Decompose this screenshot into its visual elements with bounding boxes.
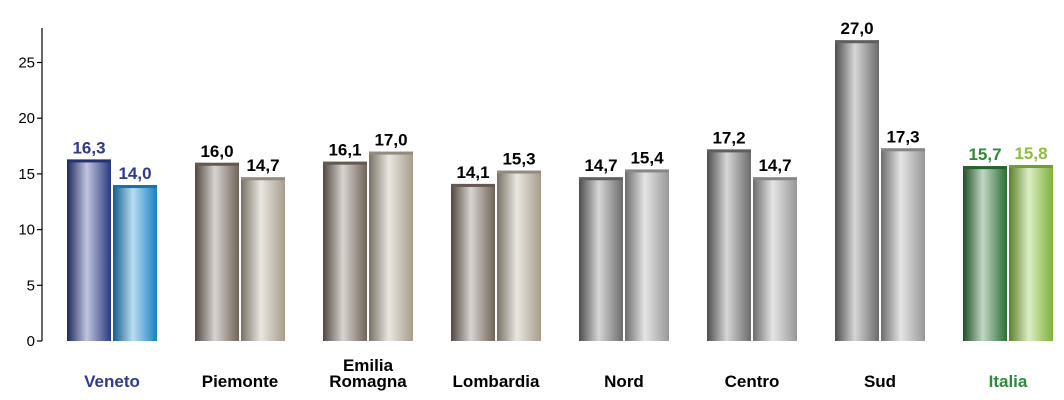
bar <box>625 169 669 341</box>
y-axis: 0 5 10 15 20 25 <box>18 28 43 350</box>
data-label: 15,3 <box>502 150 535 169</box>
bar-top <box>835 40 879 44</box>
bar-top <box>625 169 669 173</box>
bar-top <box>579 177 623 181</box>
category-label: Veneto <box>84 372 140 391</box>
bar-top <box>323 161 367 165</box>
category-label: Sud <box>864 372 896 391</box>
bar-top <box>241 177 285 181</box>
bars <box>67 40 1053 341</box>
category-label: Emilia <box>343 356 394 375</box>
category-label: Romagna <box>329 372 407 391</box>
bar-top <box>113 185 157 189</box>
data-label: 16,1 <box>328 141 361 160</box>
data-label: 16,0 <box>200 142 233 161</box>
category-label: Nord <box>604 372 644 391</box>
category-label: Centro <box>725 372 780 391</box>
data-label: 14,0 <box>118 164 151 183</box>
bar-top <box>963 166 1007 170</box>
bar <box>835 40 879 341</box>
bar-top <box>707 149 751 153</box>
bar <box>579 177 623 341</box>
y-tick-label: 20 <box>18 110 35 127</box>
bar-top <box>753 177 797 181</box>
data-label: 17,0 <box>374 131 407 150</box>
y-tick-label: 10 <box>18 222 35 239</box>
bar <box>369 151 413 341</box>
y-tick-label: 15 <box>18 166 35 183</box>
bar-top <box>497 170 541 174</box>
bar <box>963 166 1007 341</box>
bar <box>195 162 239 341</box>
category-label: Italia <box>989 372 1028 391</box>
bar <box>113 185 157 341</box>
data-label: 16,3 <box>72 138 105 157</box>
data-label: 14,7 <box>758 156 791 175</box>
bar <box>1009 164 1053 341</box>
bar-top <box>451 183 495 187</box>
category-label: Lombardia <box>453 372 540 391</box>
data-label: 27,0 <box>840 19 873 38</box>
bar-top <box>369 151 413 155</box>
bar-top <box>195 162 239 166</box>
data-label: 14,7 <box>246 156 279 175</box>
bar <box>497 170 541 341</box>
bar <box>241 177 285 341</box>
bar-top <box>67 159 111 163</box>
data-label: 14,1 <box>456 163 489 182</box>
bar <box>323 161 367 341</box>
data-label: 17,2 <box>712 128 745 147</box>
bar <box>753 177 797 341</box>
y-tick-label: 5 <box>27 277 35 294</box>
bar <box>881 148 925 341</box>
y-tick-label: 0 <box>27 333 35 350</box>
data-label: 15,7 <box>968 145 1001 164</box>
data-label: 17,3 <box>886 127 919 146</box>
bar <box>451 183 495 341</box>
bar <box>67 159 111 341</box>
data-label: 15,8 <box>1014 144 1047 163</box>
y-tick-label: 25 <box>18 55 35 72</box>
category-label: Piemonte <box>202 372 279 391</box>
value-labels: 16,3 14,0 16,0 14,7 16,1 17,0 14,1 15,3 14,7 15,4… <box>72 19 1047 183</box>
bar-top <box>1009 164 1053 168</box>
bar <box>707 149 751 341</box>
bar-top <box>881 148 925 152</box>
data-label: 14,7 <box>584 156 617 175</box>
data-label: 15,4 <box>630 148 664 167</box>
